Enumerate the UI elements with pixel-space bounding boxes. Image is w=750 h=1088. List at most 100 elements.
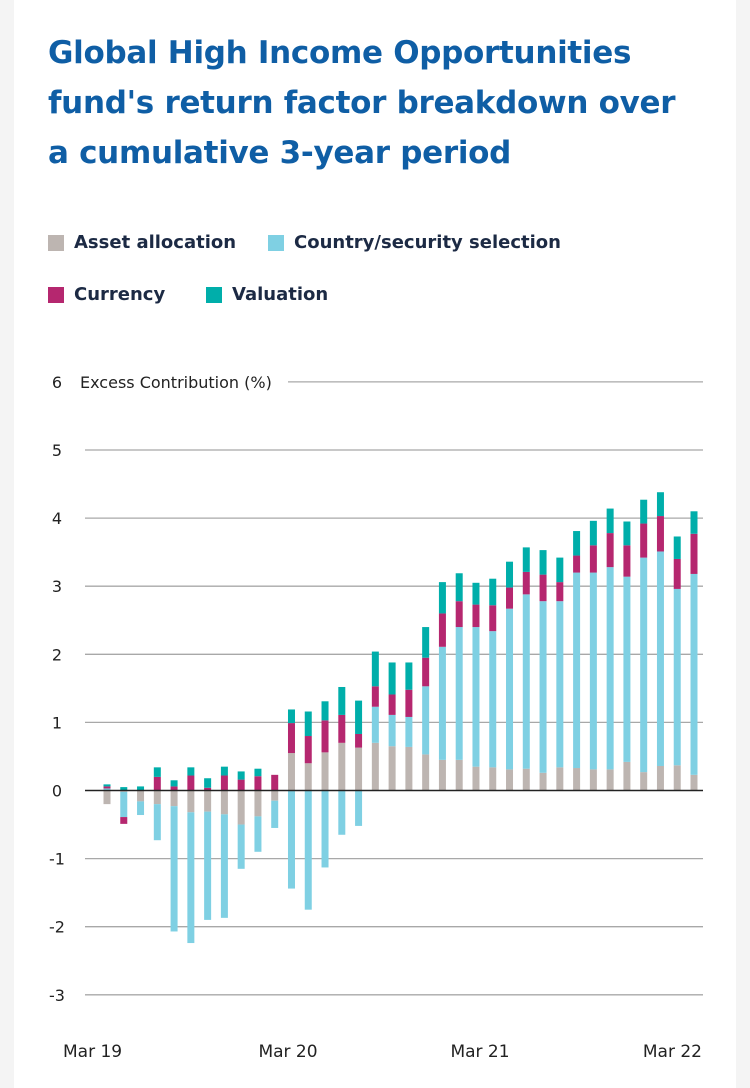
bar-segment-currency xyxy=(254,776,262,791)
bar-segment-country-selection xyxy=(355,790,363,826)
bar-segment-valuation xyxy=(422,627,430,658)
bar-segment-currency xyxy=(153,776,161,791)
bar-segment-country-selection xyxy=(623,576,631,762)
bar-segment-country-selection xyxy=(690,573,698,775)
bar-segment-country-selection xyxy=(656,551,664,766)
bar-segment-valuation xyxy=(153,767,161,777)
bar-segment-country-selection xyxy=(539,601,547,773)
bar-segment-currency xyxy=(606,533,614,568)
y-tick-label: 6 xyxy=(52,373,62,392)
bar-segment-asset-allocation xyxy=(204,790,212,812)
bar-segment-valuation xyxy=(522,547,530,572)
bar-segment-asset-allocation xyxy=(321,752,329,791)
y-tick-label: -3 xyxy=(49,986,65,1005)
bar-segment-currency xyxy=(388,694,396,715)
bar-segment-country-selection xyxy=(522,594,530,769)
bar-segment-valuation xyxy=(690,511,698,534)
bar-segment-country-selection xyxy=(606,567,614,770)
bar-segment-valuation xyxy=(355,700,363,734)
bar-segment-country-selection xyxy=(137,801,145,816)
bar-segment-country-selection xyxy=(103,788,111,791)
bar-segment-valuation xyxy=(321,701,329,721)
bar-segment-asset-allocation xyxy=(371,742,379,791)
bar-segment-asset-allocation xyxy=(556,767,564,791)
y-tick-label: 2 xyxy=(52,645,62,664)
bar-segment-currency xyxy=(287,723,295,754)
bar-segment-country-selection xyxy=(254,816,262,852)
x-tick-label: Mar 19 xyxy=(63,1042,122,1062)
bar-segment-asset-allocation xyxy=(573,768,581,791)
bar-segment-currency xyxy=(170,786,178,791)
bar-segment-country-selection xyxy=(220,814,228,918)
legend-label: Currency xyxy=(74,284,166,305)
bar-segment-asset-allocation xyxy=(438,759,446,791)
bar-segment-currency xyxy=(506,587,514,609)
y-tick-label: 3 xyxy=(52,577,62,596)
bar-segment-country-selection xyxy=(170,806,178,932)
bar-segment-currency xyxy=(220,775,228,791)
bar-segment-currency xyxy=(321,720,329,753)
bar-segment-country-selection xyxy=(673,588,681,766)
bar-segment-currency xyxy=(455,601,463,628)
bar-segment-asset-allocation xyxy=(673,765,681,791)
bar-segment-valuation xyxy=(137,786,145,791)
bar-segment-country-selection xyxy=(455,627,463,760)
legend-country-selection: Country/security selection xyxy=(268,232,561,253)
bar-segment-currency xyxy=(271,774,279,791)
y-tick-label: 4 xyxy=(52,509,62,528)
bar-segment-valuation xyxy=(438,582,446,614)
bar-segment-country-selection xyxy=(187,812,195,944)
bar-segment-currency xyxy=(640,523,648,558)
bar-segment-country-selection xyxy=(640,557,648,773)
bar-segment-currency xyxy=(338,714,346,743)
bar-segment-valuation xyxy=(220,766,228,776)
bar-segment-country-selection xyxy=(120,791,128,818)
y-tick-label: -2 xyxy=(49,918,65,937)
bar-segment-asset-allocation xyxy=(237,790,245,825)
legend-swatch xyxy=(206,286,222,303)
bar-segment-currency xyxy=(656,516,664,552)
x-tick-label: Mar 22 xyxy=(643,1042,702,1062)
bar-segment-currency xyxy=(472,604,480,628)
bar-segment-valuation xyxy=(388,662,396,695)
bar-segment-valuation xyxy=(506,561,514,588)
bar-segment-currency xyxy=(673,558,681,589)
bar-segment-asset-allocation xyxy=(640,772,648,791)
bar-segment-currency xyxy=(489,605,497,632)
bar-segment-asset-allocation xyxy=(690,774,698,791)
bar-segment-currency xyxy=(422,657,430,687)
bar-segment-valuation xyxy=(623,521,631,546)
legend-swatch xyxy=(48,286,64,303)
bar-segment-asset-allocation xyxy=(220,790,228,815)
bar-segment-country-selection xyxy=(489,631,497,768)
bar-segment-currency xyxy=(690,533,698,574)
bar-segment-asset-allocation xyxy=(271,790,279,801)
bar-segment-asset-allocation xyxy=(489,767,497,791)
bar-segment-currency xyxy=(556,582,564,602)
bar-segment-asset-allocation xyxy=(522,768,530,791)
bar-segment-valuation xyxy=(204,778,212,788)
bar-segment-valuation xyxy=(170,780,178,787)
bar-segment-valuation xyxy=(237,771,245,780)
bar-segment-currency xyxy=(589,545,597,573)
bar-segment-country-selection xyxy=(304,790,312,910)
bar-segment-valuation xyxy=(472,582,480,605)
bar-segment-country-selection xyxy=(556,601,564,768)
bar-segment-asset-allocation xyxy=(388,746,396,791)
bar-segment-currency xyxy=(573,555,581,573)
bar-segment-currency xyxy=(438,613,446,647)
bar-segment-asset-allocation xyxy=(623,761,631,791)
bar-segment-country-selection xyxy=(388,714,396,747)
bar-segment-country-selection xyxy=(573,572,581,769)
bar-segment-country-selection xyxy=(422,686,430,755)
bar-segment-country-selection xyxy=(287,790,295,889)
bar-segment-asset-allocation xyxy=(153,790,161,805)
bar-segment-currency xyxy=(405,689,413,717)
bar-segment-valuation xyxy=(656,492,664,517)
bar-segment-country-selection xyxy=(237,824,245,869)
bar-segment-valuation xyxy=(455,573,463,602)
bar-segment-country-selection xyxy=(438,646,446,760)
bar-segment-asset-allocation xyxy=(355,747,363,791)
bar-segment-valuation xyxy=(371,651,379,687)
bar-segment-asset-allocation xyxy=(506,769,514,791)
